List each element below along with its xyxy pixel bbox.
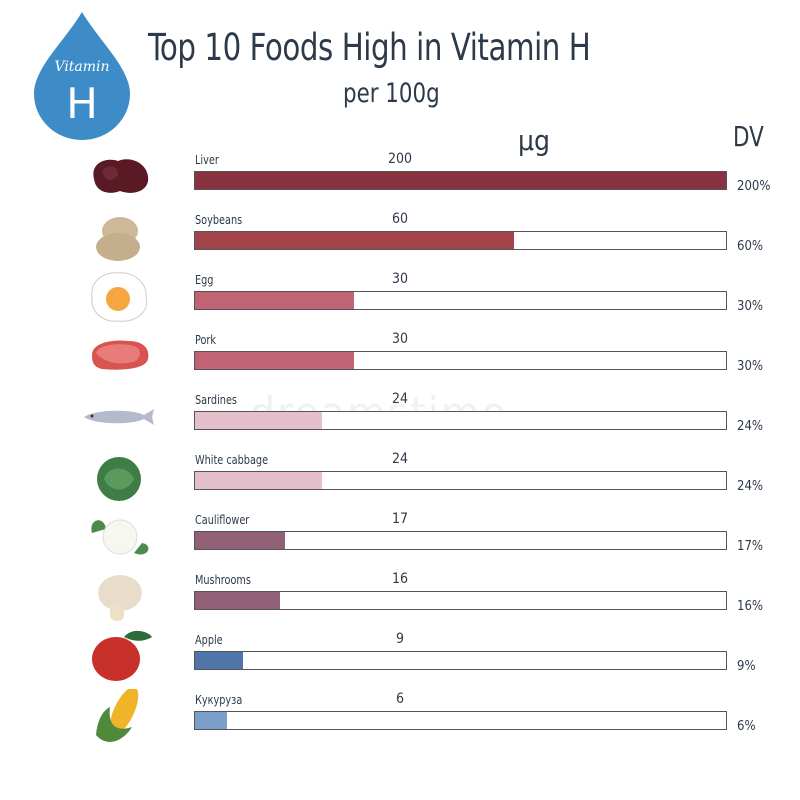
bar-track [194,231,727,250]
bar-row: Pork 30 30% [0,331,800,411]
bar-row: Liver 200 200% [0,151,800,231]
bar-fill [195,232,514,249]
food-name: Pork [195,333,217,347]
liver-icon [93,159,149,193]
food-name: Apple [195,633,223,647]
bar-track [194,531,727,550]
bar-fill [195,592,280,609]
food-name: Cauliflower [195,513,250,527]
value-label: 30 [391,271,409,287]
bar-fill [195,352,355,369]
food-name: White cabbage [195,453,269,467]
bar-track [194,591,727,610]
food-name: Sardines [195,393,238,407]
egg-icon [91,272,148,322]
apple-icon [92,630,152,681]
food-name: Кукуруза [195,693,243,707]
badge-word: Vitamin [54,59,109,75]
dv-label: DV [733,120,764,153]
pork-icon [92,340,149,370]
bar-row: Apple 9 9% [0,630,800,711]
value-label: 24 [391,451,409,467]
bar-track [194,351,727,370]
bar-row: Cauliflower 17 17% [0,511,800,591]
soybeans-icon [96,217,140,261]
dv-percent-label: 30% [737,359,763,374]
value-label: 9 [395,631,404,647]
food-name: Soybeans [195,213,243,227]
badge-letter: H [66,79,98,128]
bar-row: Egg 30 30% [0,271,800,351]
bar-row: Soybeans 60 60% [0,211,800,291]
cabbage-icon [97,457,141,501]
unit-label: µg [518,124,551,157]
bar-fill [195,652,243,669]
bar-row: Sardines 24 24% [0,391,800,471]
dv-percent-label: 24% [737,479,763,494]
mushroom-icon [98,575,142,621]
dv-percent-label: 60% [737,239,763,254]
bar-row: White cabbage 24 24% [0,451,800,531]
bar-row: Кукуруза 6 6% [0,689,800,771]
bar-track [194,291,727,310]
bar-track [194,171,727,190]
bar-track [194,651,727,670]
bar-row: Mushrooms 16 16% [0,571,800,651]
bar-fill [195,292,355,309]
corn-icon [96,689,139,742]
chart-title: Top 10 Foods High in Vitamin H [148,26,591,69]
bar-fill [195,712,227,729]
bar-track [194,471,727,490]
value-label: 60 [391,211,409,227]
dv-percent-label: 6% [737,719,756,734]
sardine-icon [84,409,154,425]
dv-percent-label: 200% [737,179,771,194]
food-name: Mushrooms [195,573,251,587]
bar-fill [195,172,726,189]
bar-fill [195,472,323,489]
cauliflower-icon [91,519,149,555]
chart-subtitle: per 100g [343,78,440,109]
vitamin-h-drop-badge: Vitamin H [34,12,130,140]
value-label: 17 [391,511,409,527]
value-label: 200 [387,151,413,167]
value-label: 24 [391,391,409,407]
dv-percent-label: 24% [737,419,763,434]
value-label: 6 [395,691,404,707]
dv-percent-label: 9% [737,659,756,674]
dv-percent-label: 30% [737,299,763,314]
value-label: 16 [391,571,409,587]
food-name: Egg [195,273,214,287]
bar-fill [195,532,286,549]
value-label: 30 [391,331,409,347]
bar-fill [195,412,323,429]
bar-track [194,411,727,430]
dv-percent-label: 16% [737,599,763,614]
dv-percent-label: 17% [737,539,763,554]
food-name: Liver [195,153,219,167]
bar-track [194,711,727,730]
